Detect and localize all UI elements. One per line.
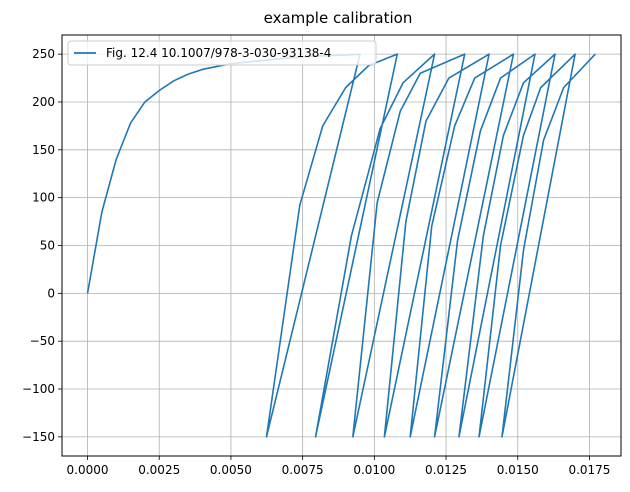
legend-box: [67, 40, 377, 66]
y-tick-label: 100: [32, 191, 55, 205]
y-tick-label: 0: [47, 286, 55, 300]
y-tick-label: −50: [30, 334, 55, 348]
y-tick-label: 200: [32, 95, 55, 109]
chart-title: example calibration: [264, 9, 413, 27]
x-tick-label: 0.0175: [568, 463, 610, 477]
legend-label: Fig. 12.4 10.1007/978-3-030-93138-4: [106, 46, 331, 60]
x-tick-label: 0.0100: [353, 463, 395, 477]
y-tick-label: −150: [22, 430, 55, 444]
x-axis: 0.0000 0.0025 0.0050 0.0075 0.0100 0.0125 0.01…: [67, 456, 610, 477]
y-tick-label: 50: [40, 239, 55, 253]
x-tick-label: 0.0125: [425, 463, 467, 477]
x-tick-label: 0.0000: [67, 463, 109, 477]
y-axis: −150 −100 −50 0 50 100 150 200 250: [22, 47, 62, 444]
y-tick-label: −100: [22, 382, 55, 396]
x-tick-label: 0.0075: [282, 463, 324, 477]
y-tick-label: 250: [32, 47, 55, 61]
x-tick-label: 0.0150: [497, 463, 539, 477]
x-tick-label: 0.0050: [210, 463, 252, 477]
x-tick-label: 0.0025: [138, 463, 180, 477]
y-tick-label: 150: [32, 143, 55, 157]
legend: Fig. 12.4 10.1007/978-3-030-93138-4: [67, 40, 377, 66]
